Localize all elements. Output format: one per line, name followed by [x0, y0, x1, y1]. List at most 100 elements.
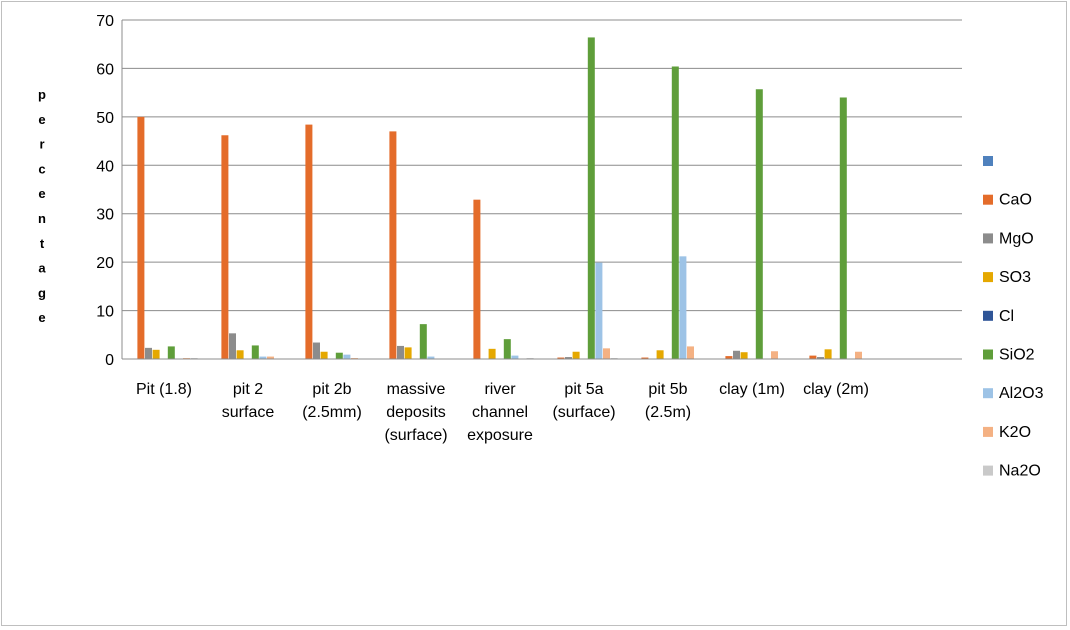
bar-CaO-3 — [389, 131, 397, 359]
legend-label: Cl — [999, 308, 1014, 325]
legend-swatch — [983, 310, 993, 321]
bar-SiO2-5 — [587, 37, 595, 359]
legend-swatch — [983, 233, 993, 244]
bar-CaO-6 — [641, 357, 649, 359]
bar-K2O-8 — [855, 351, 862, 359]
bar-CaO-2 — [305, 124, 313, 359]
bar-SiO2-0 — [167, 346, 175, 359]
y-tick-label: 30 — [96, 207, 114, 224]
legend-label: SiO2 — [999, 347, 1035, 364]
x-category-label-line: massive — [387, 381, 446, 398]
legend-label: K2O — [999, 424, 1031, 441]
bar-SO3-2 — [320, 351, 328, 359]
y-tick-label: 0 — [105, 352, 114, 369]
bar-Al2O3-3 — [427, 356, 435, 359]
bar-SiO2-4 — [503, 339, 511, 359]
legend-label: SO3 — [999, 269, 1031, 286]
y-axis-title-letter: g — [38, 285, 46, 300]
y-axis-title-letter: n — [38, 211, 46, 226]
legend-swatch — [983, 349, 993, 360]
bar-MgO-1 — [229, 333, 236, 359]
bar-SO3-5 — [572, 351, 580, 359]
bar-K2O-7 — [771, 351, 778, 359]
x-category-label-line: pit 2b — [312, 381, 351, 398]
legend-label: Na2O — [999, 463, 1041, 480]
bar-CaO-4 — [473, 199, 481, 359]
legend-swatch — [983, 272, 993, 283]
y-tick-labels: 0 10 20 30 40 50 60 70 — [96, 13, 114, 369]
y-tick-label: 40 — [96, 158, 114, 175]
bar-CaO-5 — [557, 357, 565, 359]
legend-swatch — [983, 156, 993, 166]
x-category-label-line: (surface) — [552, 404, 615, 421]
x-category-label-line: Pit (1.8) — [136, 381, 192, 398]
bar-Al2O3-4 — [511, 355, 519, 359]
y-axis-title-letter: a — [38, 261, 46, 276]
y-tick-label: 10 — [96, 304, 114, 321]
x-category-label-line: surface — [222, 404, 275, 421]
x-category-label-line: clay (2m) — [803, 381, 869, 398]
legend-swatch — [983, 426, 993, 437]
x-category-label-line: (2.5m) — [645, 404, 691, 421]
legend-label: Al2O3 — [999, 385, 1044, 402]
y-tick-label: 20 — [96, 255, 114, 272]
x-category-label-line: deposits — [386, 404, 446, 421]
bar-SO3-1 — [236, 350, 244, 359]
bar-MgO-5 — [565, 357, 572, 359]
bar-K2O-5 — [603, 348, 610, 359]
bar-Al2O3-5 — [595, 262, 603, 359]
bar-SO3-6 — [656, 350, 664, 359]
bars — [137, 37, 862, 360]
x-category-label-line: clay (1m) — [719, 381, 785, 398]
x-category-label-line: pit 5b — [648, 381, 687, 398]
bar-Al2O3-6 — [679, 256, 687, 359]
legend-label: CaO — [999, 192, 1032, 209]
x-category-label-line: (surface) — [384, 427, 447, 444]
x-category-label-line: (2.5mm) — [302, 404, 362, 421]
bar-CaO-1 — [221, 135, 229, 359]
bar-CaO-0 — [137, 116, 145, 359]
bar-MgO-7 — [733, 350, 740, 359]
x-category-label-line: pit 5a — [564, 381, 603, 398]
bar-CaO-8 — [809, 355, 817, 359]
y-axis-title-letter: c — [38, 161, 45, 176]
bar-SO3-7 — [740, 352, 748, 359]
bar-SiO2-3 — [419, 324, 427, 359]
bar-SO3-4 — [488, 348, 496, 359]
gridlines — [122, 19, 962, 312]
y-axis-title-letter: e — [38, 310, 45, 325]
bar-Al2O3-1 — [259, 356, 267, 359]
y-axis-title-letter: t — [40, 236, 45, 251]
y-tick-label: 70 — [96, 13, 114, 30]
x-category-label-line: channel — [472, 404, 528, 421]
legend-swatch — [983, 465, 993, 476]
bar-SiO2-2 — [335, 352, 343, 359]
legend-label: MgO — [999, 230, 1034, 247]
y-axis-title-letter: e — [38, 112, 45, 127]
bar-SO3-8 — [824, 349, 832, 359]
legend-swatch — [983, 194, 993, 205]
y-axis-title-letter: e — [38, 186, 45, 201]
bar-SiO2-8 — [839, 97, 847, 359]
axes — [121, 20, 962, 360]
x-category-labels: Pit (1.8) pit 2 surface pit 2b (2.5mm) massiv… — [136, 381, 869, 444]
legend: CaO MgO SO3 Cl SiO2 Al2O3 K2O Na2O — [983, 156, 1044, 480]
bar-K2O-1 — [267, 356, 274, 359]
y-axis-title-letter: r — [39, 137, 44, 152]
bar-MgO-0 — [145, 347, 152, 359]
x-category-label: massive deposits (surface) — [384, 381, 447, 444]
x-category-label: pit 2b (2.5mm) — [302, 381, 362, 421]
bar-MgO-3 — [397, 345, 404, 359]
x-category-label-line: exposure — [467, 427, 533, 444]
bar-SO3-0 — [152, 349, 160, 359]
bar-SiO2-6 — [671, 66, 679, 360]
legend-swatch — [983, 388, 993, 399]
x-category-label: pit 5b (2.5m) — [645, 381, 691, 421]
x-category-label: pit 5a (surface) — [552, 381, 615, 421]
x-category-label-line: pit 2 — [233, 381, 263, 398]
y-axis-title-letter: p — [38, 87, 46, 102]
bar-MgO-8 — [817, 357, 824, 359]
